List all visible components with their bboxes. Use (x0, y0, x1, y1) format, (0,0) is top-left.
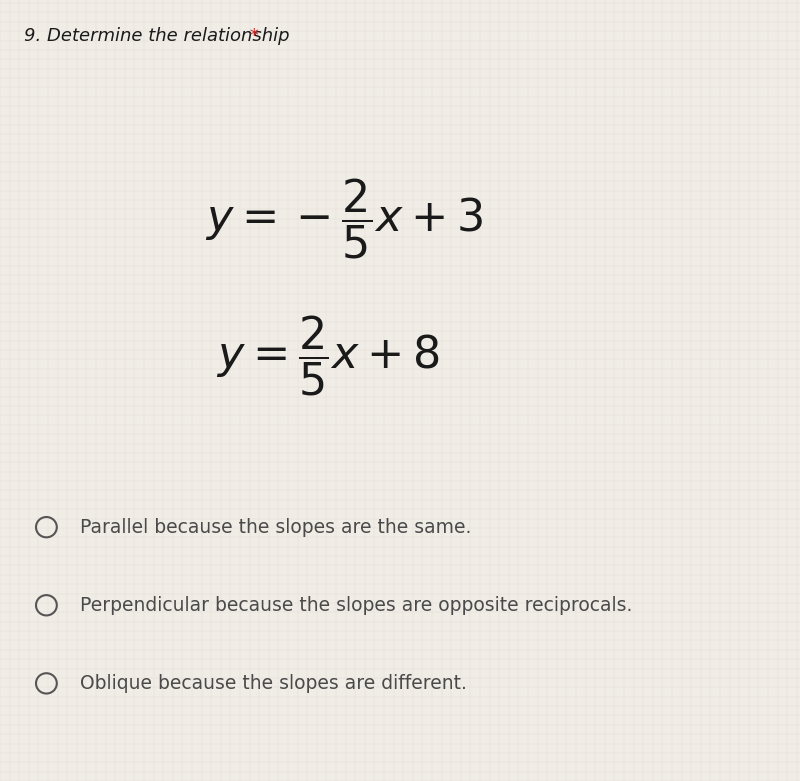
Text: $y = -\dfrac{2}{5}x + 3$: $y = -\dfrac{2}{5}x + 3$ (205, 177, 483, 261)
Text: 9. Determine the relationship: 9. Determine the relationship (24, 27, 290, 45)
Text: Oblique because the slopes are different.: Oblique because the slopes are different… (80, 674, 467, 693)
Text: Perpendicular because the slopes are opposite reciprocals.: Perpendicular because the slopes are opp… (80, 596, 632, 615)
Text: *: * (244, 27, 258, 45)
Text: Parallel because the slopes are the same.: Parallel because the slopes are the same… (80, 518, 471, 537)
Text: $y = \dfrac{2}{5}x + 8$: $y = \dfrac{2}{5}x + 8$ (216, 313, 440, 398)
